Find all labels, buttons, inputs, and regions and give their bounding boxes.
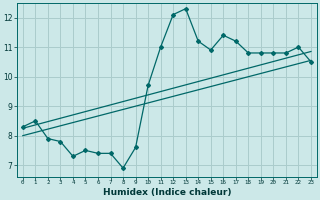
X-axis label: Humidex (Indice chaleur): Humidex (Indice chaleur)	[103, 188, 231, 197]
